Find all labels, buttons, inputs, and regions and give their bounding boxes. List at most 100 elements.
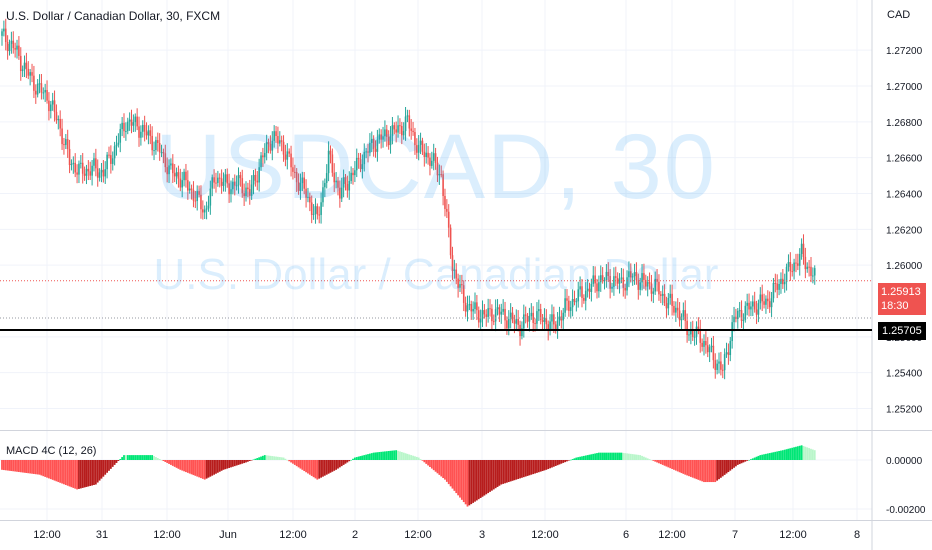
macd-bar	[547, 460, 550, 470]
candle-body	[798, 254, 801, 266]
candle-body	[740, 310, 743, 321]
macd-bar	[368, 453, 371, 460]
macd-bar	[222, 460, 225, 470]
macd-bar	[682, 460, 685, 474]
candle-body	[526, 315, 529, 322]
candle-body	[579, 286, 581, 290]
candle-body	[532, 312, 534, 323]
macd-bar	[96, 460, 99, 483]
macd-bar	[686, 460, 689, 476]
candle-body	[504, 308, 506, 321]
candle-body	[675, 307, 677, 313]
candle-body	[399, 125, 401, 127]
macd-bar	[770, 452, 773, 460]
candle-body	[228, 183, 230, 195]
macd-bar	[224, 460, 227, 470]
candle-body	[554, 324, 557, 329]
candle-body	[599, 275, 602, 283]
macd-bar	[566, 460, 568, 462]
macd-bar	[250, 460, 253, 461]
candle-body	[401, 125, 403, 136]
macd-bar	[768, 453, 771, 460]
candle-body	[763, 301, 765, 305]
macd-bar	[412, 455, 414, 460]
candle-body	[380, 134, 382, 140]
candle-body	[631, 276, 634, 278]
candle-body	[549, 321, 551, 331]
candle-body	[344, 177, 347, 185]
macd-bar	[415, 456, 418, 460]
candle-body	[290, 153, 292, 168]
macd-bar	[432, 460, 435, 471]
candle-body	[690, 330, 692, 335]
macd-bar	[303, 460, 306, 472]
macd-bar	[323, 460, 326, 476]
macd-bar	[778, 451, 780, 460]
macd-bar	[372, 452, 375, 460]
macd-bar	[55, 460, 58, 482]
candle-body	[239, 175, 242, 179]
candle-body	[181, 180, 183, 188]
macd-bar	[468, 460, 471, 506]
macd-bar	[633, 454, 636, 460]
macd-bar	[601, 452, 604, 460]
candle-body	[329, 150, 332, 155]
candle-body	[342, 177, 345, 188]
macd-bar	[624, 453, 627, 460]
macd-bar	[586, 455, 589, 460]
macd-bar	[104, 460, 107, 475]
candle-body	[232, 181, 234, 190]
candle-body	[571, 299, 574, 308]
macd-bar	[72, 460, 75, 488]
macd-bar	[644, 457, 647, 460]
candle-body	[185, 171, 187, 181]
macd-bar	[477, 460, 480, 500]
macd-bar	[59, 460, 62, 483]
candle-body	[697, 326, 700, 329]
candle-body	[21, 69, 24, 72]
macd-bar	[590, 454, 593, 460]
candle-body	[791, 271, 794, 273]
candle-body	[646, 282, 649, 287]
macd-bar	[147, 455, 150, 460]
macd-bar	[502, 460, 505, 484]
candle-body	[14, 48, 16, 50]
candle-body	[414, 132, 416, 146]
candle-body	[211, 177, 214, 189]
candle-body	[324, 182, 326, 188]
macd-bar	[211, 460, 214, 476]
macd-bar	[504, 460, 506, 484]
macd-bar	[168, 460, 170, 464]
candle-body	[175, 172, 178, 177]
candle-body	[367, 151, 369, 153]
candle-body	[626, 277, 628, 291]
candle-body	[369, 142, 371, 153]
macd-bar	[119, 459, 122, 460]
candle-body	[374, 148, 377, 152]
candle-body	[263, 152, 266, 158]
current-price-badge[interactable]: 1.25913 18:30	[878, 283, 926, 315]
candle-body	[309, 196, 311, 203]
candle-body	[447, 211, 450, 228]
macd-bar	[23, 460, 26, 473]
candle-body	[691, 330, 694, 337]
candle-body	[534, 322, 536, 324]
macd-bar	[40, 460, 43, 476]
macd-bar	[207, 460, 210, 478]
macd-bar	[515, 460, 518, 480]
candle-body	[787, 262, 790, 267]
macd-bar	[209, 460, 212, 477]
candle-body	[305, 188, 307, 198]
macd-bar	[810, 448, 812, 460]
macd-bar	[622, 452, 625, 460]
macd-bar	[678, 460, 681, 473]
macd-bar	[569, 459, 572, 461]
candle-body	[765, 298, 767, 305]
candle-body	[639, 282, 641, 290]
macd-bar	[271, 456, 274, 460]
macd-bar	[780, 450, 782, 460]
hline-price-badge[interactable]: 1.25705	[878, 322, 926, 340]
candle-body	[318, 214, 321, 216]
candle-body	[387, 136, 390, 146]
candle-body	[613, 276, 615, 287]
